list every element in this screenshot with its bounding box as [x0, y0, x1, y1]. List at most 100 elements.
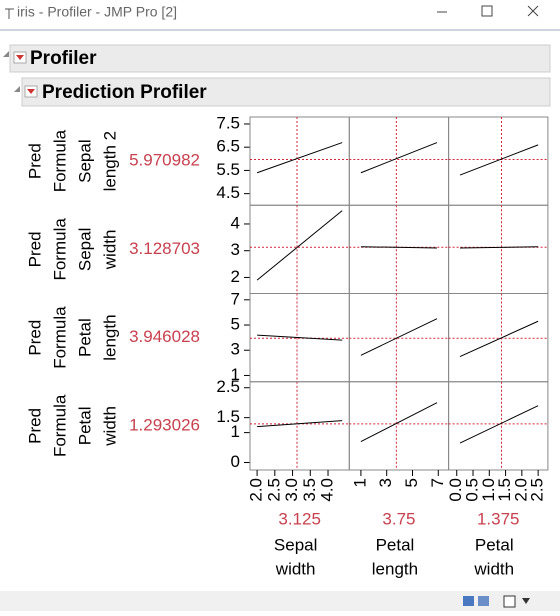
response-label: Petal [75, 407, 94, 446]
dropdown-arrow[interactable] [522, 598, 530, 604]
response-value: 3.946028 [129, 327, 200, 346]
profile-trace [459, 246, 539, 249]
y-tick-label: 3 [231, 340, 240, 359]
status-bar [0, 591, 560, 611]
x-tick-label: 4.0 [318, 478, 337, 502]
x-tick-label: 3.5 [300, 478, 319, 502]
response-label: width [100, 230, 119, 271]
profile-trace [459, 320, 539, 357]
y-tick-label: 6.5 [216, 137, 240, 156]
x-tick-label: 0.0 [446, 478, 465, 502]
profile-cell [348, 381, 450, 471]
outline-header [9, 44, 551, 73]
checkbox[interactable] [503, 595, 516, 608]
response-label: Formula [50, 129, 69, 192]
response-label: Sepal [75, 139, 94, 182]
response-label: Sepal [75, 228, 94, 271]
y-tick-label: 0 [231, 452, 240, 471]
profile-trace [257, 420, 343, 428]
factor-label: width [473, 559, 514, 578]
outline-header [21, 77, 551, 107]
profile-cell [448, 116, 549, 206]
x-tick-label: 1.0 [479, 478, 498, 502]
profile-trace [257, 334, 343, 341]
factor-label: width [275, 559, 316, 578]
factor-label: Sepal [274, 535, 317, 554]
y-tick-label: 4 [231, 213, 240, 232]
x-tick-label: 7 [428, 478, 447, 487]
response-label: Formula [50, 306, 69, 369]
x-tick-label: 2.0 [511, 478, 530, 502]
x-tick-label: 5 [402, 478, 421, 487]
x-tick-label: 2.5 [264, 478, 283, 502]
response-label: width [100, 406, 119, 447]
response-value: 1.293026 [129, 415, 200, 434]
y-tick-label: 4.5 [216, 183, 240, 202]
profile-trace [360, 318, 438, 356]
home-icon[interactable] [463, 596, 474, 606]
response-label: Formula [50, 218, 69, 281]
factor-label: Petal [376, 535, 415, 554]
window-title: iris - Profiler - JMP Pro [2] [17, 4, 177, 20]
response-label: Pred [25, 143, 44, 179]
disclosure-icon[interactable] [3, 51, 9, 57]
x-tick-label: 1 [350, 478, 369, 487]
response-value: 5.970982 [129, 151, 200, 170]
response-label: Formula [50, 394, 69, 457]
profile-trace [360, 402, 438, 443]
y-tick-label: 2 [231, 267, 240, 286]
profiler-title: Prediction Profiler [42, 82, 207, 103]
x-tick-label: 3 [376, 478, 395, 487]
y-tick-label: 5.5 [216, 160, 240, 179]
profile-trace [256, 210, 343, 281]
y-tick-label: 1 [231, 365, 240, 384]
profile-cell [448, 204, 549, 294]
response-label: Petal [75, 318, 94, 357]
x-tick-label: 1.5 [495, 478, 514, 502]
menu-arrow [16, 55, 24, 60]
profile-trace [459, 405, 539, 444]
response-label: length 2 [100, 131, 119, 192]
y-tick-label: 2.5 [216, 377, 240, 396]
maximize-button[interactable] [481, 5, 493, 17]
factor-value: 1.375 [477, 509, 520, 528]
x-tick-label: 2.0 [247, 478, 266, 502]
y-tick-label: 7.5 [216, 113, 240, 132]
profile-cell [348, 116, 450, 206]
factor-label: length [372, 559, 418, 578]
y-tick-label: 1 [231, 422, 240, 441]
outline-title: Profiler [30, 48, 97, 69]
response-value: 3.128703 [129, 239, 200, 258]
disclosure-icon[interactable] [14, 86, 20, 92]
title-bar [0, 0, 560, 28]
y-tick-label: 7 [231, 289, 240, 308]
profile-cell [249, 204, 350, 294]
response-label: Pred [25, 320, 44, 356]
factor-value: 3.125 [278, 509, 321, 528]
y-tick-label: 1.5 [216, 407, 240, 426]
profile-trace [360, 142, 438, 174]
profile-cell [249, 116, 350, 206]
close-button[interactable] [527, 5, 539, 17]
window-list-icon[interactable] [478, 596, 489, 606]
x-tick-label: 0.5 [463, 478, 482, 502]
profile-trace [256, 142, 343, 174]
app-icon [5, 8, 14, 19]
x-tick-label: 2.5 [528, 478, 547, 502]
profile-cell [448, 381, 549, 471]
profile-trace [360, 246, 438, 249]
factor-value: 3.75 [382, 509, 415, 528]
profile-cell [348, 293, 450, 383]
y-tick-label: 5 [231, 315, 240, 334]
factor-label: Petal [475, 535, 514, 554]
response-label: Pred [25, 231, 44, 267]
y-tick-label: 3 [231, 240, 240, 259]
profile-cell [348, 204, 450, 294]
response-label: length [100, 314, 119, 360]
x-tick-label: 3.0 [282, 478, 301, 502]
menu-arrow [27, 89, 35, 94]
profile-trace [459, 144, 539, 176]
profile-cell [448, 293, 549, 383]
